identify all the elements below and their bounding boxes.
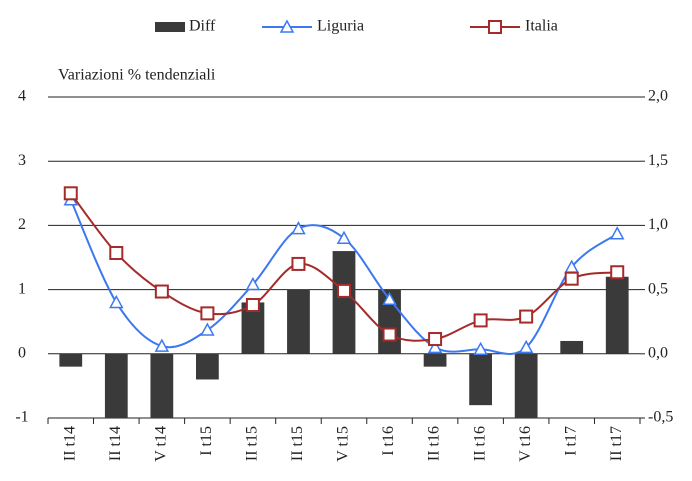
- marker: [200, 322, 215, 336]
- bar: [196, 353, 219, 380]
- marker: [473, 313, 488, 328]
- bar: [59, 353, 83, 367]
- marker: [154, 284, 169, 299]
- marker: [382, 291, 397, 305]
- y2-tick-label: 2,0: [648, 88, 668, 105]
- x-tick-label: I t16: [380, 426, 397, 456]
- y-tick-label: -1: [15, 409, 28, 426]
- marker: [109, 246, 124, 261]
- bar: [560, 340, 584, 354]
- y2-tick-label: 0,0: [648, 344, 668, 361]
- marker: [291, 221, 306, 235]
- bar: [514, 353, 538, 418]
- bar: [104, 353, 128, 418]
- marker: [245, 276, 261, 291]
- marker: [279, 19, 295, 33]
- x-tick-label: V t14: [153, 426, 170, 462]
- y-tick-label: 2: [18, 216, 26, 233]
- y-tick-label: 1: [18, 280, 26, 297]
- y2-tick-label: 1,5: [648, 152, 668, 169]
- x-tick-label: V t16: [517, 426, 534, 462]
- legend-label: Italia: [525, 18, 558, 35]
- marker: [245, 298, 260, 313]
- marker: [428, 332, 443, 347]
- marker: [609, 226, 625, 240]
- y2-tick-label: 0,5: [648, 280, 668, 297]
- marker: [519, 309, 534, 324]
- y2-tick-label: 1,0: [648, 216, 668, 233]
- x-tick-label: V t15: [335, 426, 352, 462]
- bar: [423, 353, 447, 367]
- marker: [564, 271, 579, 286]
- marker: [154, 338, 170, 352]
- legend-label: Diff: [189, 18, 216, 35]
- marker: [63, 186, 78, 201]
- legend-label: Liguria: [317, 18, 364, 35]
- x-tick-label: II t16: [471, 426, 488, 461]
- marker: [488, 20, 502, 34]
- marker: [291, 256, 306, 271]
- x-tick-label: II t17: [608, 426, 625, 461]
- bar: [287, 289, 310, 354]
- marker: [610, 265, 625, 280]
- marker: [473, 341, 488, 356]
- marker: [427, 339, 443, 354]
- marker: [200, 306, 215, 321]
- bar: [241, 302, 265, 354]
- x-tick-label: I t17: [562, 426, 579, 456]
- y-tick-label: 4: [18, 88, 26, 105]
- marker: [518, 339, 534, 354]
- bar: [469, 353, 492, 406]
- legend-swatch: [155, 22, 185, 32]
- x-tick-label: II t15: [244, 426, 261, 461]
- x-tick-label: II t16: [426, 426, 443, 461]
- y-tick-label: 0: [18, 344, 26, 361]
- x-tick-label: II t14: [107, 426, 124, 461]
- y-tick-label: 3: [18, 152, 26, 169]
- x-tick-label: II t15: [289, 426, 306, 461]
- bar: [150, 353, 174, 418]
- bar: [332, 251, 356, 354]
- x-tick-label: I t15: [198, 426, 215, 456]
- y2-tick-label: -0,5: [648, 409, 673, 426]
- marker: [336, 230, 352, 244]
- annotation: Variazioni % tendenziali: [58, 67, 216, 84]
- marker: [109, 294, 124, 309]
- bar: [605, 276, 629, 354]
- marker: [337, 283, 351, 298]
- x-tick-label: II t14: [61, 426, 78, 461]
- marker: [382, 327, 397, 342]
